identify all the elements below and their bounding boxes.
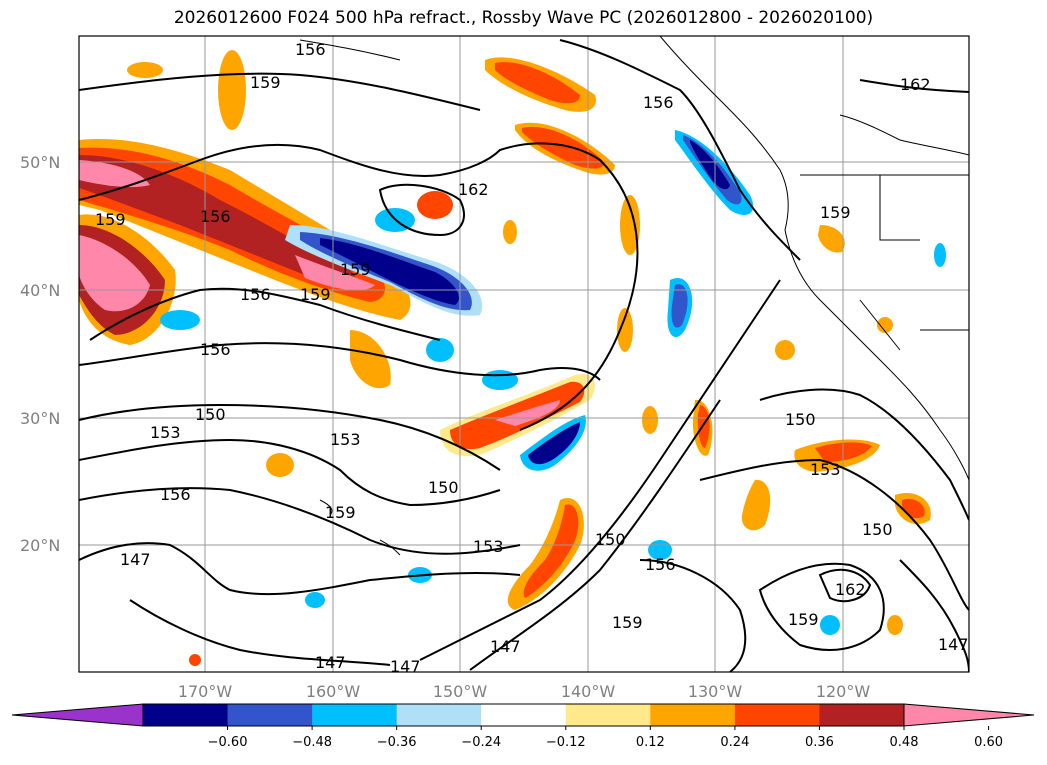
colorbar-tick-label: −0.36	[377, 735, 417, 750]
contour-label: 159	[250, 73, 281, 92]
colorbar-tick-label: −0.48	[292, 735, 332, 750]
anomaly-shading	[79, 50, 946, 666]
contour-label: 159	[340, 260, 371, 279]
contour-label: 156	[200, 207, 231, 226]
colorbar-segment	[312, 704, 398, 726]
contour-label: 156	[200, 340, 231, 359]
contour-label: 156	[160, 485, 191, 504]
contour-label: 150	[785, 410, 816, 429]
colorbar-tick-label: 0.60	[974, 735, 1003, 750]
colorbar-ticks: −0.60 −0.48 −0.36 −0.24 −0.12 0.12 0.24 0.36 0.4…	[208, 726, 1003, 750]
contour-label: 156	[643, 93, 674, 112]
lat-label-50n: 50°N	[20, 153, 60, 172]
colorbar-tick-label: −0.24	[461, 735, 501, 750]
coastlines	[299, 36, 969, 556]
colorbar-segment	[734, 704, 820, 726]
contour-label: 147	[390, 657, 421, 676]
colorbar-tick-label: 0.12	[636, 735, 665, 750]
lon-label-160w: 160°W	[306, 682, 361, 701]
grid-lines	[79, 36, 969, 672]
contour-label: 159	[612, 613, 643, 632]
contour-label: 147	[315, 653, 346, 672]
contour-label: 159	[325, 503, 356, 522]
lat-label-30n: 30°N	[20, 409, 60, 428]
height-contours	[79, 39, 969, 672]
contour-label: 147	[120, 550, 151, 569]
colorbar-frame	[142, 703, 905, 727]
contour-label: 153	[150, 423, 181, 442]
contour-label: 156	[645, 555, 676, 574]
lon-label-170w: 170°W	[178, 682, 233, 701]
lon-label-150w: 150°W	[433, 682, 488, 701]
colorbar-segment	[650, 704, 736, 726]
colorbar-segment	[396, 704, 482, 726]
lon-label-130w: 130°W	[688, 682, 743, 701]
colorbar-tick-label: −0.60	[208, 735, 248, 750]
map-title: 2026012600 F024 500 hPa refract., Rossby…	[173, 8, 874, 28]
lat-label-20n: 20°N	[20, 536, 60, 555]
contour-label: 162	[835, 580, 866, 599]
colorbar-extend-min	[11, 703, 144, 727]
contour-label: 150	[195, 405, 226, 424]
contour-label: 156	[240, 285, 271, 304]
colorbar	[11, 703, 1035, 727]
lon-label-140w: 140°W	[561, 682, 616, 701]
colorbar-tick-label: 0.48	[890, 735, 919, 750]
contour-label: 153	[473, 537, 504, 556]
colorbar-segment	[227, 704, 313, 726]
colorbar-segment	[565, 704, 651, 726]
longitude-labels: 170°W 160°W 150°W 140°W 130°W 120°W	[178, 682, 871, 701]
lon-label-120w: 120°W	[816, 682, 871, 701]
contour-label: 147	[938, 635, 969, 654]
plot-frame	[78, 35, 970, 673]
contour-label: 159	[95, 210, 126, 229]
colorbar-tick-label: 0.36	[805, 735, 834, 750]
contour-label: 150	[428, 478, 459, 497]
colorbar-extend-max	[903, 703, 1035, 727]
contour-label: 150	[862, 520, 893, 539]
contour-label: 153	[810, 460, 841, 479]
contour-label: 153	[330, 430, 361, 449]
contour-label: 159	[300, 285, 331, 304]
lat-label-40n: 40°N	[20, 281, 60, 300]
colorbar-tick-label: −0.12	[546, 735, 586, 750]
contour-label: 162	[900, 75, 931, 94]
colorbar-segment	[143, 704, 229, 726]
contour-label: 159	[820, 203, 851, 222]
contour-label: 159	[788, 610, 819, 629]
colorbar-segment	[481, 704, 567, 726]
contour-label: 162	[458, 180, 489, 199]
contour-label: 150	[595, 530, 626, 549]
colorbar-tick-label: 0.24	[720, 735, 749, 750]
contour-label: 156	[295, 40, 326, 59]
contour-labels: 156 159 162 159 156 156 159 159 156 150 …	[95, 40, 969, 676]
latitude-labels: 50°N 40°N 30°N 20°N	[20, 153, 60, 555]
contour-label: 147	[490, 637, 521, 656]
colorbar-segment	[819, 704, 905, 726]
